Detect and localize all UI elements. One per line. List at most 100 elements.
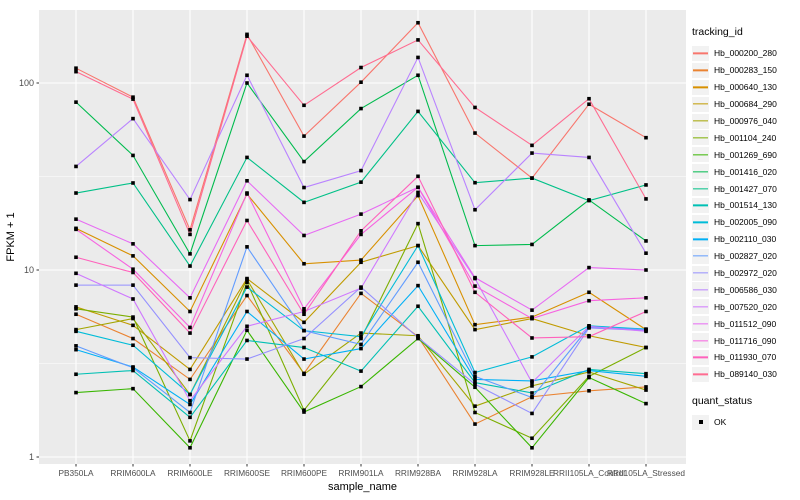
- point-marker: [644, 268, 648, 272]
- point-marker: [644, 183, 648, 187]
- legend-key-line: [692, 316, 709, 332]
- point-marker: [131, 97, 135, 101]
- legend-item-label: OK: [714, 417, 727, 428]
- point-marker: [131, 267, 135, 271]
- point-marker: [302, 410, 306, 414]
- point-marker: [587, 155, 591, 160]
- point-marker: [473, 374, 477, 379]
- point-marker: [131, 365, 135, 370]
- legend-item-label: Hb_011716_090: [714, 335, 777, 346]
- point-marker: [188, 445, 192, 450]
- legend-key-line: [692, 79, 709, 95]
- point-marker: [530, 143, 534, 148]
- point-marker: [473, 382, 477, 387]
- legend-key-color-line: [693, 86, 708, 88]
- legend-item-Hb_006586_030: Hb_006586_030: [692, 281, 777, 298]
- point-marker: [188, 264, 192, 268]
- point-marker: [473, 105, 477, 110]
- point-marker: [131, 343, 135, 348]
- x-tick-label: RRII105LA_Control: [553, 468, 625, 478]
- point-marker: [530, 445, 534, 450]
- point-marker: [473, 322, 477, 327]
- legend-item-label: Hb_001416_020: [714, 166, 777, 177]
- point-marker: [473, 284, 477, 288]
- point-marker: [302, 357, 306, 361]
- x-tick-label: RRIM600PE: [281, 468, 328, 478]
- legend-item-Hb_000200_280: Hb_000200_280: [692, 45, 777, 62]
- point-marker: [359, 168, 363, 173]
- point-marker: [359, 80, 363, 84]
- point-marker: [473, 131, 477, 135]
- point-marker: [416, 333, 420, 338]
- point-marker: [644, 401, 648, 406]
- point-marker: [587, 96, 591, 101]
- point-marker: [644, 135, 648, 140]
- point-marker: [530, 242, 534, 247]
- point-marker: [74, 312, 78, 317]
- legend-item-Hb_001416_020: Hb_001416_020: [692, 163, 777, 180]
- point-marker: [74, 271, 78, 276]
- point-marker: [359, 331, 363, 335]
- point-marker: [74, 372, 78, 377]
- point-marker: [131, 368, 135, 373]
- point-marker: [131, 323, 135, 328]
- legend-item-Hb_000283_150: Hb_000283_150: [692, 62, 777, 79]
- point-marker: [587, 334, 591, 339]
- legend-block-quant-status: quant_status OK: [692, 395, 777, 431]
- x-tick-label: RRIM600SE: [224, 468, 271, 478]
- x-axis-title: sample_name: [328, 481, 397, 493]
- point-marker: [245, 73, 249, 78]
- legend-item-Hb_002005_090: Hb_002005_090: [692, 214, 777, 231]
- legend: tracking_id Hb_000200_280 Hb_000283_150 Hb…: [692, 26, 777, 431]
- point-marker: [302, 336, 306, 341]
- legend-item-label: Hb_001269_690: [714, 149, 777, 160]
- point-marker: [245, 338, 249, 343]
- y-axis-title: FPKM + 1: [5, 212, 17, 261]
- x-tick-label: RRIM600LE: [167, 468, 213, 478]
- point-marker: [302, 328, 306, 333]
- legend-item-Hb_002827_020: Hb_002827_020: [692, 248, 777, 265]
- legend-key-line: [692, 96, 709, 112]
- legend-key-color-line: [693, 373, 708, 376]
- point-marker: [416, 190, 420, 195]
- legend-item-label: Hb_001104_240: [714, 132, 777, 143]
- point-marker: [74, 69, 78, 74]
- point-marker: [644, 345, 648, 350]
- point-marker: [245, 309, 249, 314]
- point-marker: [131, 386, 135, 391]
- point-marker: [74, 164, 78, 169]
- point-marker: [473, 385, 477, 390]
- legend-key-line: [692, 181, 709, 197]
- point-marker: [416, 221, 420, 226]
- point-marker: [416, 304, 420, 309]
- point-marker: [530, 355, 534, 359]
- point-marker: [473, 370, 477, 375]
- point-marker: [302, 372, 306, 377]
- point-marker: [416, 38, 420, 42]
- point-marker: [416, 73, 420, 78]
- legend-key-color-line: [693, 289, 708, 291]
- point-marker: [416, 185, 420, 190]
- point-marker: [302, 408, 306, 412]
- legend-key-line: [692, 130, 709, 146]
- legend-item-Hb_001427_070: Hb_001427_070: [692, 180, 777, 197]
- legend-key-line: [692, 282, 709, 298]
- point-marker: [245, 280, 249, 285]
- black-square-marker-icon: [698, 420, 703, 425]
- y-tick-label: 1: [29, 452, 34, 462]
- point-marker: [473, 404, 477, 408]
- legend-item-label: Hb_002005_090: [714, 217, 777, 228]
- legend-key-color-line: [693, 306, 708, 308]
- point-marker: [302, 134, 306, 138]
- point-marker: [530, 384, 534, 388]
- legend-key-color-line: [693, 69, 708, 71]
- point-marker: [74, 347, 78, 352]
- point-marker: [416, 193, 420, 198]
- point-marker: [530, 316, 534, 321]
- point-marker: [302, 103, 306, 108]
- legend-key-line: [692, 164, 709, 180]
- point-marker: [530, 176, 534, 180]
- point-marker: [587, 388, 591, 393]
- legend-item-Hb_001104_240: Hb_001104_240: [692, 129, 777, 146]
